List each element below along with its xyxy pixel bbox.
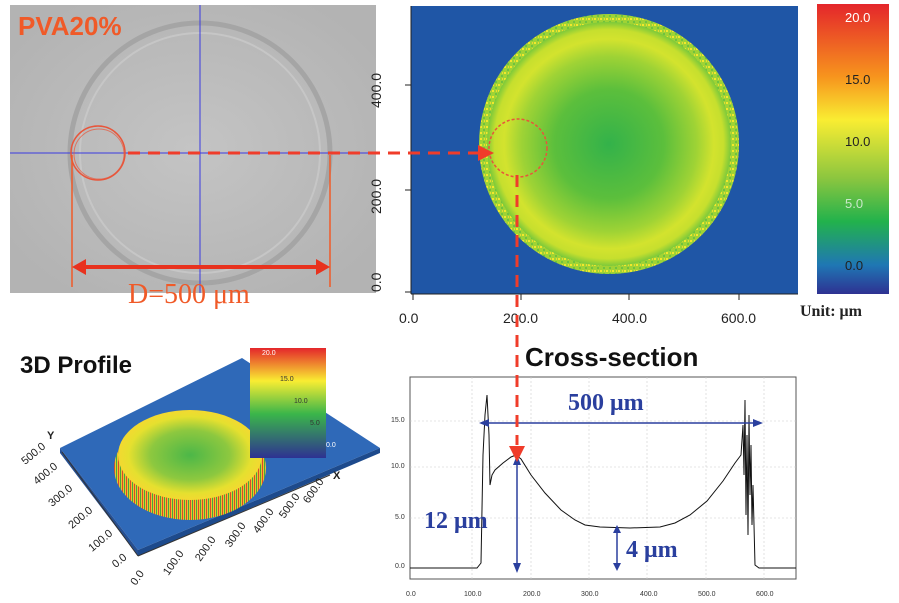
colorbar-label: 15.0	[845, 72, 871, 87]
colorbar-label: 20.0	[845, 10, 871, 25]
diameter-label: D=500 μm	[128, 279, 250, 310]
cs-y-tick: 5.0	[395, 514, 405, 521]
cs-x-tick: 600.0	[756, 591, 774, 598]
center-height-annotation: 4 μm	[626, 537, 678, 563]
heatmap-y-tick: 0.0	[368, 272, 384, 292]
profile3d-y-label: Y	[47, 430, 55, 442]
colorbar-label: 10.0	[845, 134, 871, 149]
profile3d-colorbar	[250, 348, 326, 458]
cs-x-tick: 100.0	[464, 591, 482, 598]
profile3d-colorbar-label: 0.0	[326, 442, 336, 449]
profile3d-colorbar-label: 10.0	[294, 398, 308, 405]
profile3d-colorbar-label: 20.0	[262, 350, 276, 357]
cs-x-tick: 500.0	[698, 591, 716, 598]
heatmap-droplet	[487, 22, 731, 266]
profile3d-colorbar-label: 5.0	[310, 420, 320, 427]
microscope-photo: PVA20%	[10, 5, 376, 293]
cs-y-tick: 0.0	[395, 563, 405, 570]
profile3d-panel	[60, 348, 380, 557]
cs-y-tick: 10.0	[391, 463, 405, 470]
photo-graphic	[10, 5, 376, 293]
cs-x-tick: 400.0	[640, 591, 658, 598]
profile3d-x-label: X	[333, 470, 341, 482]
cs-y-tick: 15.0	[391, 417, 405, 424]
cross-section-panel	[409, 376, 797, 580]
colorbar-label: 5.0	[845, 196, 864, 211]
cs-x-tick: 0.0	[406, 591, 416, 598]
cross-section-profile	[410, 394, 796, 569]
heatmap-x-tick: 400.0	[612, 310, 648, 326]
cs-x-tick: 300.0	[581, 591, 599, 598]
selection-circle	[70, 125, 126, 181]
rim-height-annotation: 12 μm	[424, 508, 488, 534]
heatmap-panel	[405, 4, 889, 300]
profile3d-title: 3D Profile	[20, 352, 133, 379]
cs-x-tick: 200.0	[523, 591, 541, 598]
heatmap-colorbar	[817, 4, 889, 294]
heatmap-y-tick: 200.0	[368, 178, 384, 214]
heatmap-x-tick: 600.0	[721, 310, 757, 326]
heatmap-x-tick: 200.0	[503, 310, 539, 326]
unit-label: Unit: μm	[800, 303, 862, 320]
profile3d-colorbar-label: 15.0	[280, 376, 294, 383]
cross-section-frame	[409, 376, 797, 580]
profile3d-droplet	[118, 410, 262, 500]
sample-label: PVA20%	[18, 11, 122, 41]
heatmap-y-tick: 400.0	[368, 72, 384, 108]
heatmap-x-tick: 0.0	[399, 310, 419, 326]
cross-section-title: Cross-section	[525, 342, 699, 372]
width-annotation: 500 μm	[568, 390, 644, 416]
colorbar-label: 0.0	[845, 258, 864, 273]
